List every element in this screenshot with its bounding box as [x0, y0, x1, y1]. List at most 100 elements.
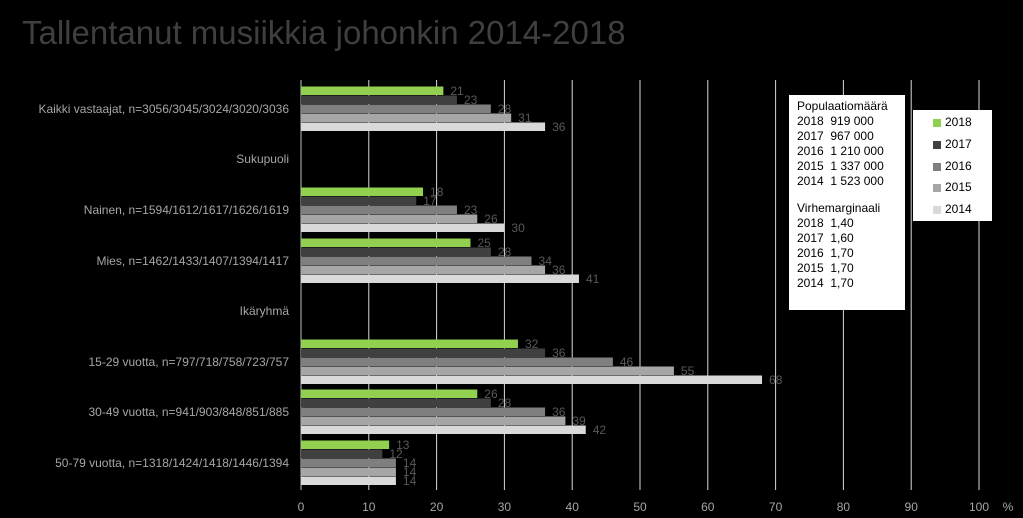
bar-2016 [301, 205, 457, 214]
legend-swatch [933, 119, 941, 127]
category-label: Kaikki vastaajat, n=3056/3045/3024/3020/… [38, 102, 289, 116]
margin-title: Virhemarginaali [797, 201, 881, 215]
data-label: 17 [423, 194, 437, 208]
legend-label: 2018 [945, 115, 972, 129]
data-label: 13 [396, 438, 410, 452]
bar-2017 [301, 348, 546, 357]
category-label: Mies, n=1462/1433/1407/1394/1417 [97, 254, 290, 268]
population-row: 2016 1 210 000 [797, 144, 884, 158]
data-label: 34 [539, 254, 553, 268]
margin-row: 2017 1,60 [797, 231, 854, 245]
data-label: 32 [525, 337, 539, 351]
data-label: 31 [518, 111, 532, 125]
data-label: 36 [552, 346, 566, 360]
bar-2015 [301, 113, 512, 122]
x-tick-label: 0 [298, 500, 305, 514]
x-tick-label: 10 [362, 500, 376, 514]
x-tick-label: 60 [701, 500, 715, 514]
bar-2014 [301, 223, 505, 232]
bar-2015 [301, 366, 674, 375]
bar-2017 [301, 95, 457, 104]
bar-2014 [301, 274, 579, 283]
category-label: Ikäryhmä [240, 304, 290, 318]
data-label: 14 [403, 456, 417, 470]
legend-label: 2015 [945, 180, 972, 195]
data-label: 41 [586, 272, 600, 286]
data-label: 26 [484, 212, 498, 226]
bar-2015 [301, 265, 546, 274]
x-tick-label: 40 [566, 500, 580, 514]
chart-title: Tallentanut musiikkia johonkin 2014-2018 [22, 14, 626, 51]
bar-2018 [301, 389, 478, 398]
legend-swatch [933, 184, 941, 193]
data-label: 36 [552, 263, 566, 277]
margin-row: 2014 1,70 [797, 276, 854, 290]
bar-2015 [301, 467, 396, 476]
data-label: 46 [620, 355, 634, 369]
data-label: 42 [593, 423, 607, 437]
population-row: 2017 967 000 [797, 129, 874, 143]
x-tick-label: 50 [633, 500, 647, 514]
legend-item: 2014 [933, 202, 992, 224]
data-label: 36 [552, 120, 566, 134]
category-label: 50-79 vuotta, n=1318/1424/1418/1446/1394 [55, 456, 289, 470]
bar-2015 [301, 214, 478, 223]
x-tick-label: 90 [905, 500, 919, 514]
population-row: 2015 1 337 000 [797, 159, 884, 173]
x-unit-label: % [1003, 500, 1014, 514]
legend: 2018 2017 2016 2015 2014 [913, 110, 992, 221]
legend-swatch [933, 206, 941, 215]
data-label: 55 [681, 364, 695, 378]
bar-2017 [301, 398, 491, 407]
data-label: 14 [403, 474, 417, 488]
category-label: 15-29 vuotta, n=797/718/758/723/757 [88, 355, 289, 369]
bar-2017 [301, 247, 491, 256]
x-tick-label: 80 [837, 500, 851, 514]
data-label: 28 [498, 245, 512, 259]
legend-label: 2014 [945, 202, 972, 217]
population-row: 2014 1 523 000 [797, 174, 884, 188]
data-label: 14 [403, 465, 417, 479]
data-label: 28 [498, 396, 512, 410]
data-label: 12 [389, 447, 403, 461]
legend-swatch [933, 162, 941, 171]
category-label: Sukupuoli [236, 152, 289, 166]
data-label: 39 [572, 414, 586, 428]
x-tick-label: 70 [769, 500, 783, 514]
bar-2015 [301, 416, 566, 425]
data-label: 36 [552, 405, 566, 419]
population-row: 2018 919 000 [797, 114, 874, 128]
data-label: 23 [464, 93, 478, 107]
bar-2018 [301, 86, 444, 95]
legend-item: 2017 [933, 137, 992, 159]
bar-2016 [301, 256, 532, 265]
bar-2016 [301, 458, 396, 467]
bar-2018 [301, 440, 390, 449]
x-tick-label: 30 [498, 500, 512, 514]
bar-2018 [301, 238, 471, 247]
bar-2014 [301, 122, 546, 131]
x-tick-label: 100 [969, 500, 989, 514]
category-label: 30-49 vuotta, n=941/903/848/851/885 [88, 405, 289, 419]
data-label: 21 [450, 84, 464, 98]
bar-2016 [301, 104, 491, 113]
population-title: Populaatiomäärä [797, 99, 888, 113]
bar-2014 [301, 425, 586, 434]
legend-label: 2017 [945, 136, 972, 151]
category-label: Nainen, n=1594/1612/1617/1626/1619 [84, 203, 290, 217]
info-box: Populaatiomäärä 2018 919 000 2017 967 00… [789, 95, 905, 310]
data-label: 18 [430, 185, 444, 199]
bar-2017 [301, 196, 417, 205]
data-label: 23 [464, 203, 478, 217]
margin-row: 2015 1,70 [797, 261, 854, 275]
data-label: 26 [484, 387, 498, 401]
bar-2018 [301, 339, 518, 348]
legend-item: 2018 [933, 115, 992, 137]
data-label: 30 [511, 221, 525, 235]
bar-2018 [301, 187, 424, 196]
data-label: 28 [498, 102, 512, 116]
margin-row: 2016 1,70 [797, 246, 854, 260]
bar-2016 [301, 407, 546, 416]
data-label: 25 [478, 236, 492, 250]
legend-label: 2016 [945, 158, 972, 173]
